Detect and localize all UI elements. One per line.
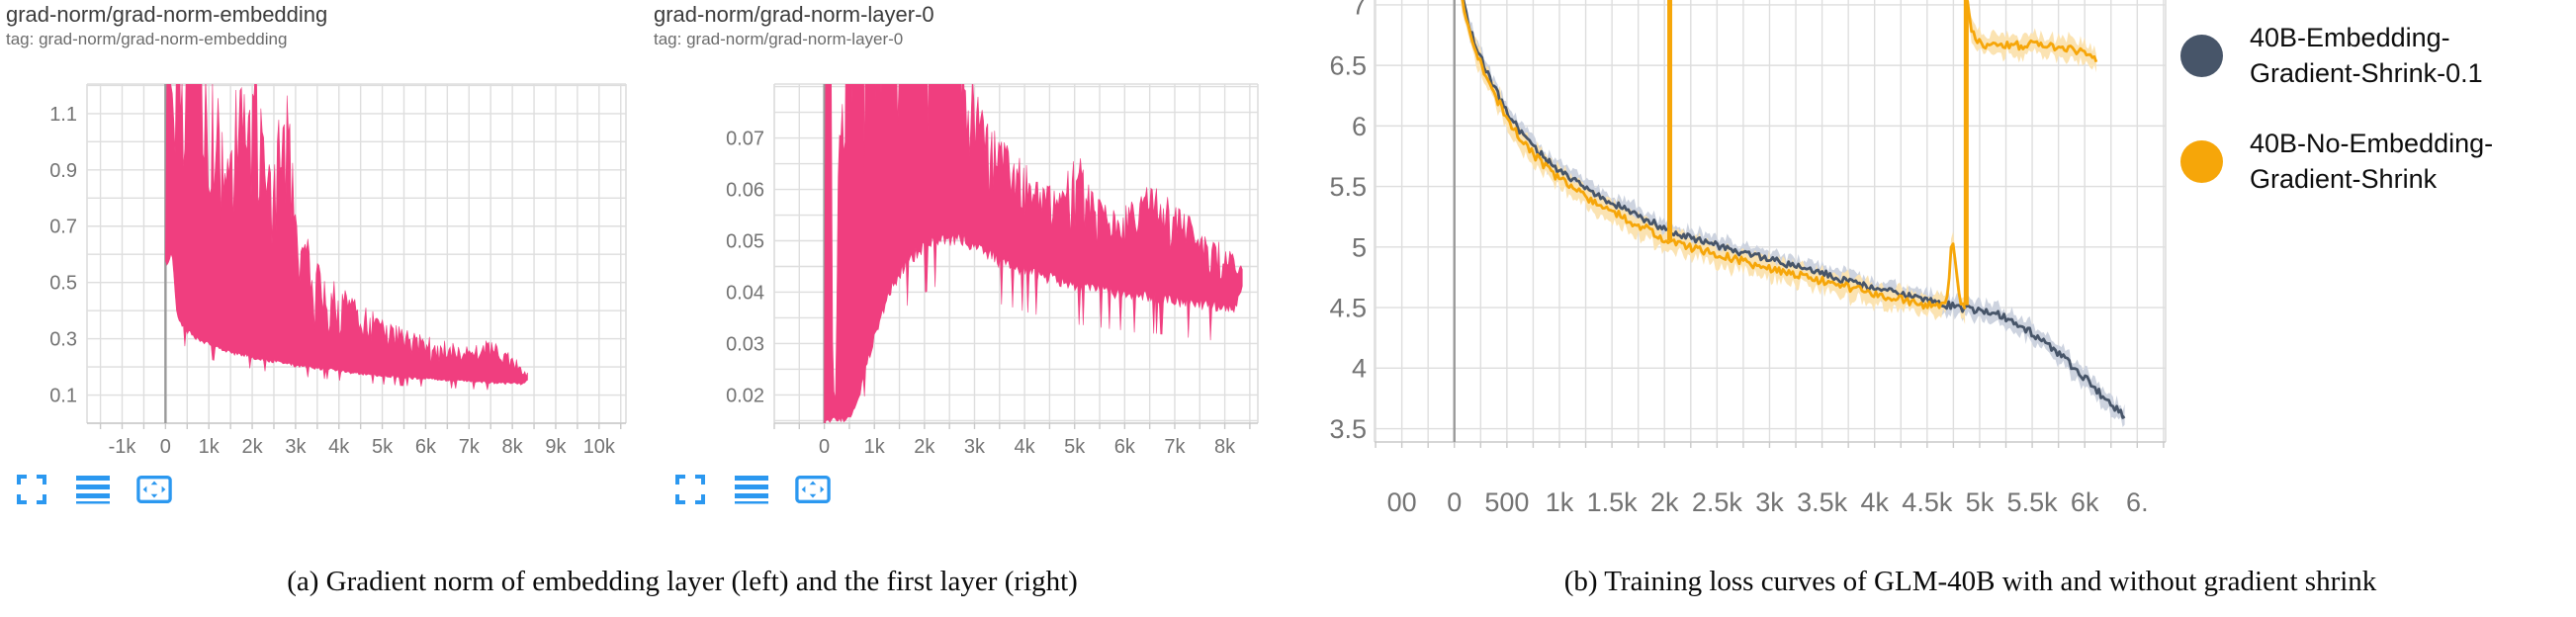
svg-text:2k: 2k	[914, 436, 935, 458]
fit-domain-icon[interactable]	[136, 473, 172, 506]
svg-text:3.5k: 3.5k	[1797, 487, 1848, 517]
expand-icon[interactable]	[14, 473, 49, 506]
svg-text:6k: 6k	[1114, 436, 1136, 458]
svg-text:5.5k: 5.5k	[2007, 487, 2059, 517]
svg-text:6.5: 6.5	[1329, 51, 1367, 81]
svg-text:0.9: 0.9	[49, 160, 77, 182]
svg-text:0.03: 0.03	[726, 333, 764, 355]
svg-text:0.7: 0.7	[49, 217, 77, 238]
svg-text:-1k: -1k	[109, 436, 137, 458]
svg-text:0: 0	[1447, 487, 1462, 517]
svg-text:1k: 1k	[199, 436, 221, 458]
expand-icon[interactable]	[672, 473, 708, 506]
legend-label: 40B-Embedding- Gradient-Shrink-0.1	[2250, 23, 2483, 88]
caption-a: (a) Gradient norm of embedding layer (le…	[287, 566, 1078, 597]
chart-tag: tag: grad-norm/grad-norm-layer-0	[654, 30, 904, 48]
chart-plot[interactable]: 00 0 500 1k 1.5k 2k 2.5k 3k 3.5k 4k 4.5k 5k 5.5k 6k 6.…	[1305, 0, 2176, 534]
svg-text:6.: 6.	[2126, 487, 2149, 517]
legend-item[interactable]: 40B-No-Embedding- Gradient-Shrink	[2180, 126, 2493, 197]
svg-text:0.06: 0.06	[726, 180, 764, 202]
chart-title: grad-norm/grad-norm-layer-0	[654, 2, 934, 27]
svg-text:0: 0	[160, 436, 171, 458]
svg-text:0: 0	[819, 436, 830, 458]
fit-domain-icon[interactable]	[795, 473, 831, 506]
svg-text:8k: 8k	[502, 436, 524, 458]
svg-text:0.5: 0.5	[49, 273, 77, 295]
chart-title: grad-norm/grad-norm-embedding	[6, 2, 328, 27]
svg-text:8k: 8k	[1214, 436, 1236, 458]
svg-text:9k: 9k	[545, 436, 567, 458]
legend-label: 40B-No-Embedding- Gradient-Shrink	[2250, 129, 2494, 194]
training-loss-chart: 00 0 500 1k 1.5k 2k 2.5k 3k 3.5k 4k 4.5k 5k 5.5k 6k 6.…	[1305, 0, 2176, 534]
chart-toolbar	[672, 473, 831, 506]
svg-text:0.1: 0.1	[49, 386, 77, 407]
svg-text:2.5k: 2.5k	[1692, 487, 1743, 517]
legend-item[interactable]: 40B-Embedding- Gradient-Shrink-0.1	[2180, 20, 2483, 91]
svg-text:10k: 10k	[583, 436, 616, 458]
legend: 40B-Embedding- Gradient-Shrink-0.1 40B-N…	[2176, 0, 2571, 326]
svg-text:6: 6	[1352, 112, 1367, 141]
svg-text:1k: 1k	[1546, 487, 1574, 517]
chart-toolbar	[14, 473, 172, 506]
layer0-grad-norm-chart: grad-norm/grad-norm-layer-0 tag: grad-no…	[648, 0, 1300, 534]
svg-text:7k: 7k	[459, 436, 481, 458]
svg-text:0.05: 0.05	[726, 231, 764, 253]
svg-text:2k: 2k	[241, 436, 263, 458]
svg-text:4.5: 4.5	[1329, 294, 1367, 323]
svg-text:3k: 3k	[1755, 487, 1784, 517]
svg-text:4k: 4k	[1860, 487, 1889, 517]
svg-text:3k: 3k	[285, 436, 307, 458]
svg-text:5.5: 5.5	[1329, 172, 1367, 202]
svg-text:3.5: 3.5	[1329, 414, 1367, 444]
svg-text:0.3: 0.3	[49, 329, 77, 351]
svg-text:4k: 4k	[328, 436, 350, 458]
caption-b: (b) Training loss curves of GLM-40B with…	[1563, 566, 2377, 597]
svg-text:6k: 6k	[415, 436, 437, 458]
svg-text:5k: 5k	[1064, 436, 1086, 458]
runs-icon[interactable]	[734, 473, 769, 506]
svg-text:4.5k: 4.5k	[1902, 487, 1953, 517]
svg-text:4: 4	[1352, 354, 1367, 384]
svg-text:6k: 6k	[2071, 487, 2099, 517]
svg-text:0.02: 0.02	[726, 385, 764, 406]
svg-text:5k: 5k	[372, 436, 394, 458]
svg-text:5: 5	[1352, 232, 1367, 262]
svg-text:1.1: 1.1	[49, 104, 77, 126]
chart-plot[interactable]: 0 1k 2k 3k 4k 5k 6k 7k 8k 0.02 0.03 0.04 0.05 0.06 0.0…	[648, 0, 1300, 534]
svg-text:5k: 5k	[1966, 487, 1995, 517]
svg-text:0.04: 0.04	[726, 282, 764, 304]
svg-text:0.07: 0.07	[726, 129, 764, 150]
svg-text:7: 7	[1352, 0, 1367, 20]
embedding-grad-norm-chart: grad-norm/grad-norm-embedding tag: grad-…	[0, 0, 648, 534]
svg-text:1.5k: 1.5k	[1587, 487, 1639, 517]
chart-tag: tag: grad-norm/grad-norm-embedding	[6, 30, 288, 48]
svg-text:2k: 2k	[1650, 487, 1679, 517]
svg-text:500: 500	[1484, 487, 1529, 517]
svg-text:4k: 4k	[1015, 436, 1036, 458]
svg-text:7k: 7k	[1164, 436, 1186, 458]
chart-plot[interactable]: -1k 0 1k 2k 3k 4k 5k 6k 7k 8k 9k 10k 0.1 0.3 0.5 0.7 0.9…	[0, 0, 648, 534]
legend-color-dot	[2180, 34, 2223, 77]
svg-text:1k: 1k	[864, 436, 886, 458]
svg-text:3k: 3k	[964, 436, 986, 458]
runs-icon[interactable]	[75, 473, 111, 506]
svg-text:00: 00	[1387, 487, 1417, 517]
legend-color-dot	[2180, 139, 2223, 183]
